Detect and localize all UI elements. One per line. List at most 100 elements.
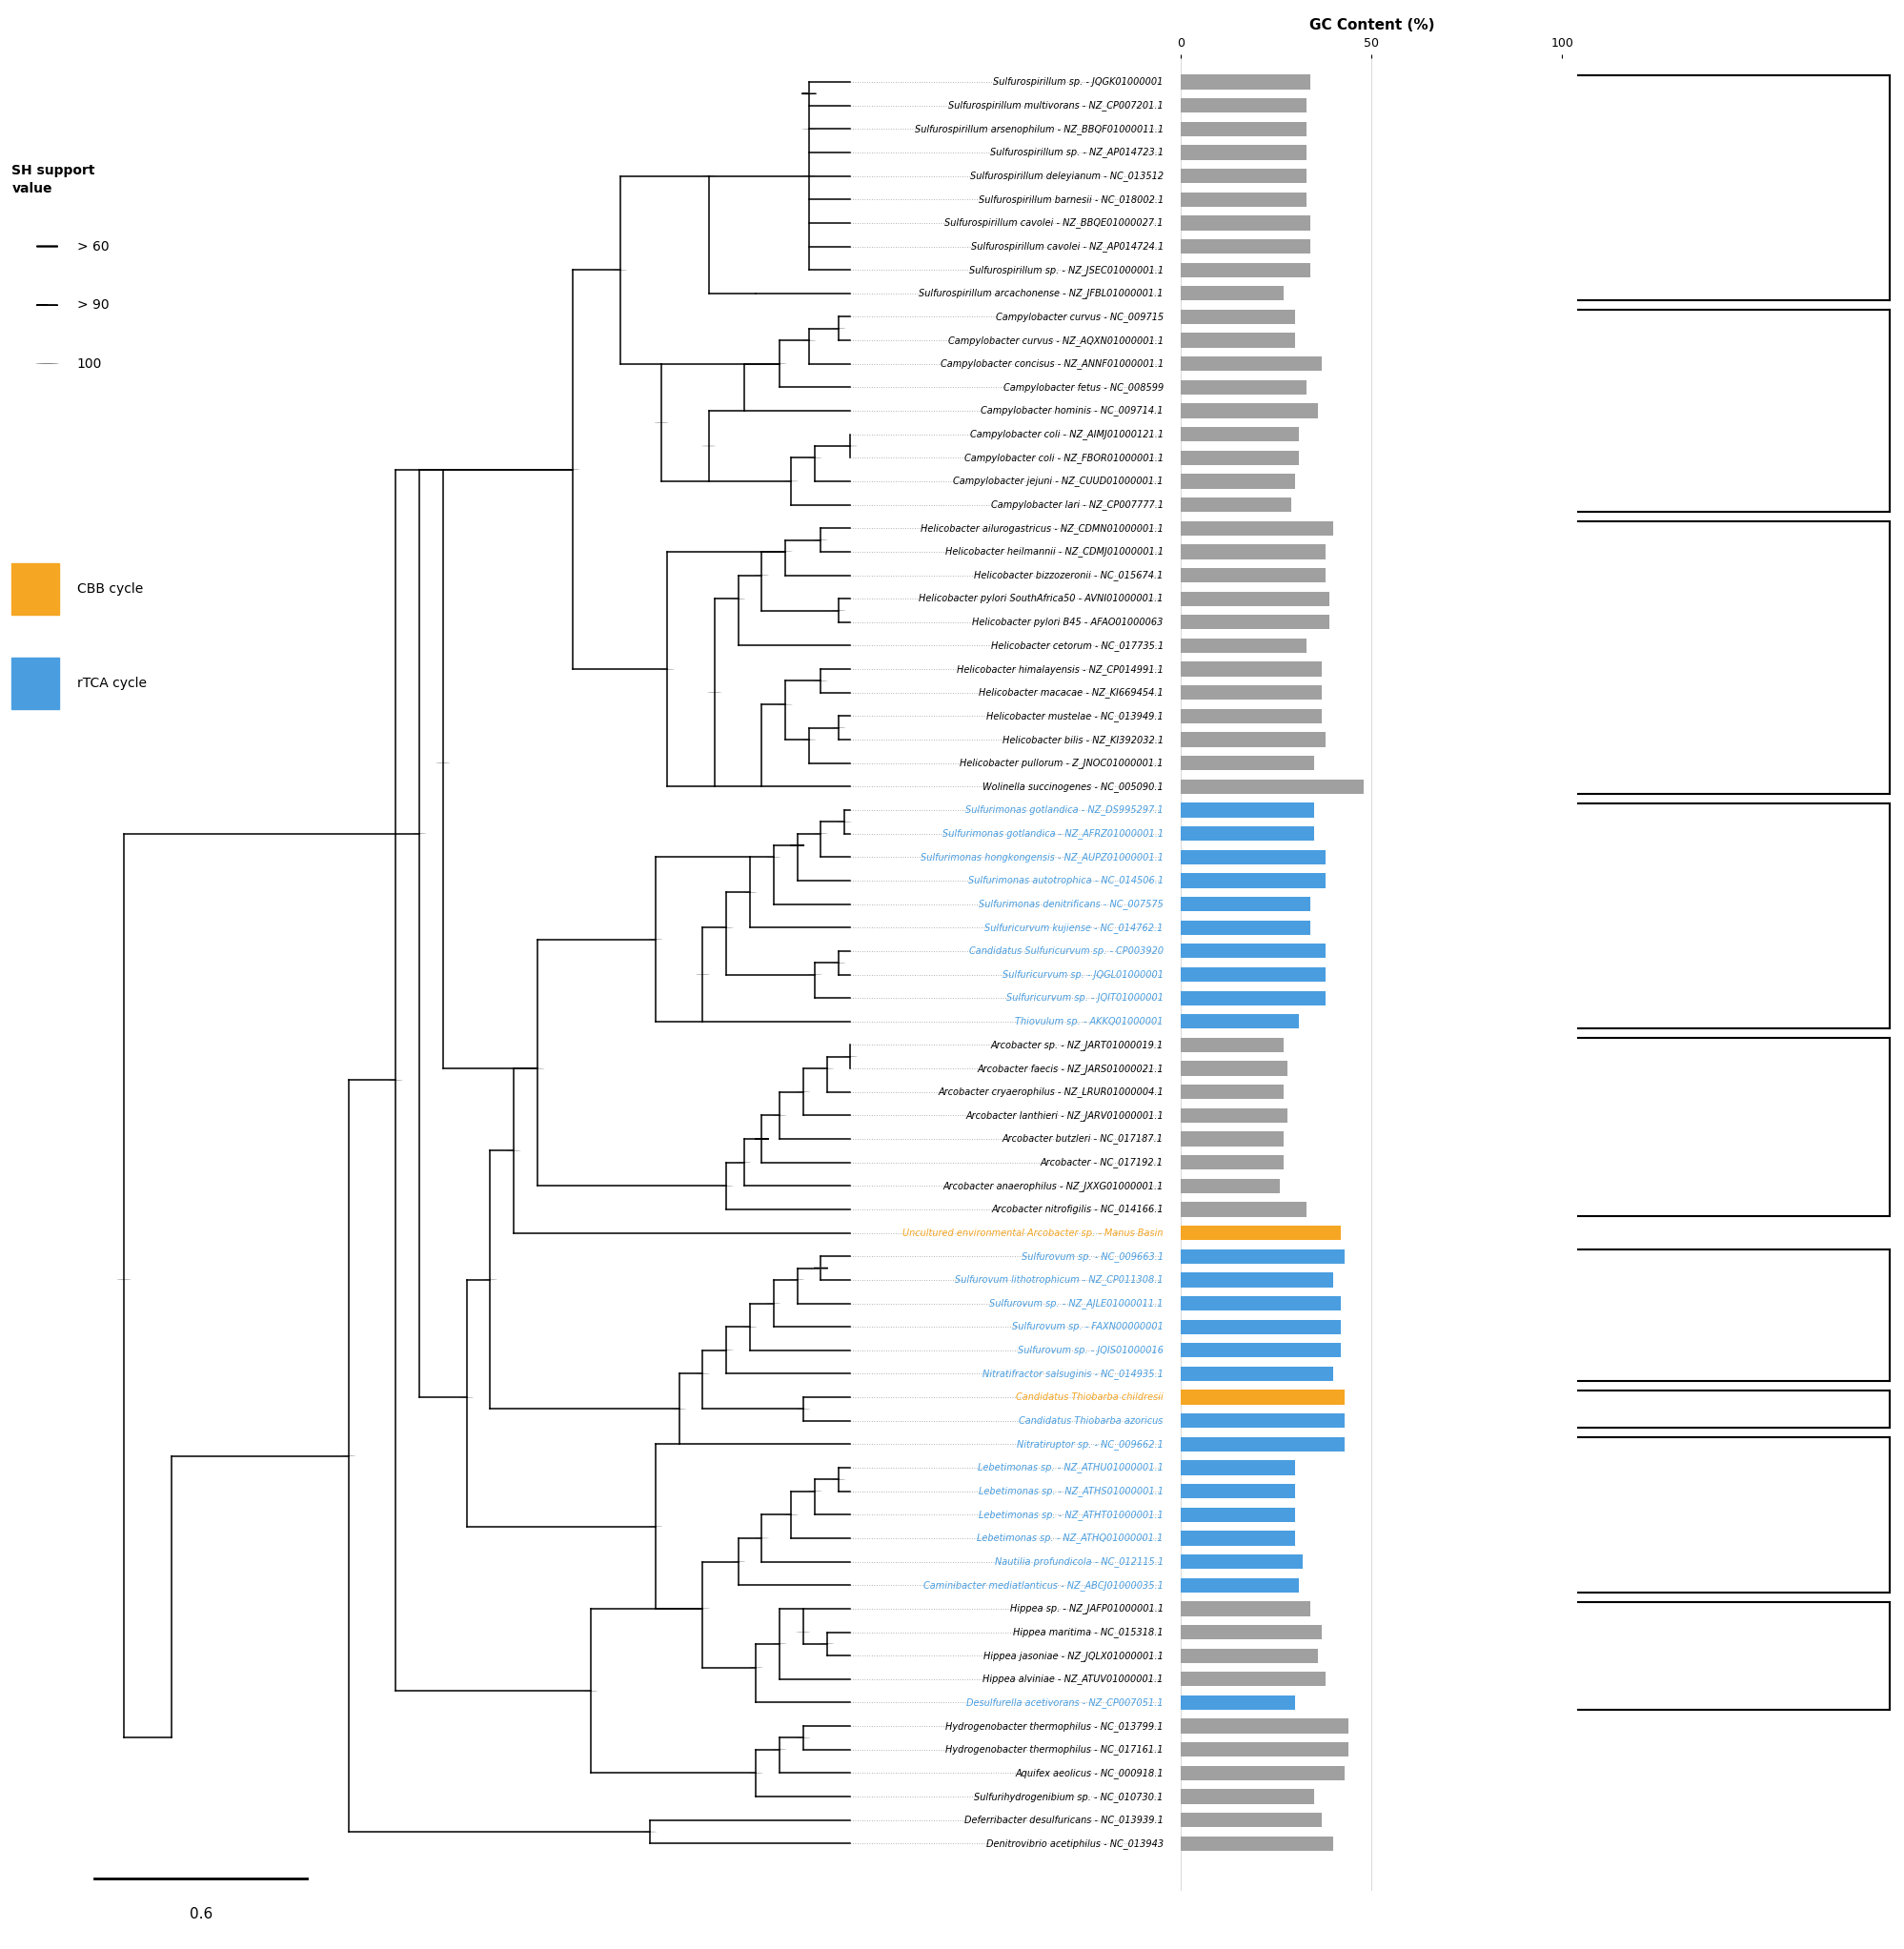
Bar: [1180, 591, 1329, 606]
Text: Candidatus Thiobarba childresii: Candidatus Thiobarba childresii: [1015, 1392, 1163, 1401]
Bar: [1180, 709, 1321, 723]
Bar: [1180, 97, 1306, 113]
Bar: [1180, 1483, 1295, 1499]
Bar: [1180, 1507, 1295, 1522]
Bar: [1180, 1086, 1283, 1099]
Bar: [1180, 850, 1325, 863]
Bar: [1180, 1555, 1302, 1569]
Text: Sulfurovum sp. - JQIS01000016: Sulfurovum sp. - JQIS01000016: [1017, 1345, 1163, 1355]
Bar: [1180, 733, 1325, 746]
Bar: [1180, 780, 1363, 793]
Bar: [1180, 1390, 1344, 1405]
Text: Nitratiruptor sp. - NC_009662.1: Nitratiruptor sp. - NC_009662.1: [1017, 1438, 1163, 1450]
Text: Sulfurihydrogenibium sp. - NC_010730.1: Sulfurihydrogenibium sp. - NC_010730.1: [973, 1791, 1163, 1801]
Text: Candidatus Thiobarba azoricus: Candidatus Thiobarba azoricus: [1019, 1417, 1163, 1425]
Bar: [1180, 614, 1329, 630]
Text: 100: 100: [76, 357, 101, 370]
Bar: [1180, 1460, 1295, 1475]
Text: Sulfurovum sp. - NC_009663.1: Sulfurovum sp. - NC_009663.1: [1021, 1251, 1163, 1261]
Bar: [1180, 1742, 1348, 1756]
Bar: [1180, 1719, 1348, 1733]
Bar: [1180, 310, 1295, 324]
Text: Caminibacter mediatlanticus - NZ_ABCJ01000035.1: Caminibacter mediatlanticus - NZ_ABCJ010…: [923, 1581, 1163, 1590]
Bar: [1180, 263, 1310, 277]
Bar: [1180, 1579, 1299, 1592]
Text: Helicobacter cetorum - NC_017735.1: Helicobacter cetorum - NC_017735.1: [990, 641, 1163, 651]
Bar: [1180, 287, 1283, 300]
Bar: [1180, 1436, 1344, 1452]
Bar: [1180, 193, 1306, 207]
Text: Hippea maritima - NC_015318.1: Hippea maritima - NC_015318.1: [1013, 1627, 1163, 1637]
Bar: [1180, 380, 1306, 394]
Bar: [1180, 1366, 1333, 1382]
Bar: [1180, 1156, 1283, 1169]
Text: 0.6: 0.6: [188, 1906, 211, 1922]
Text: > 90: > 90: [76, 298, 109, 312]
Text: Arcobacter anaerophilus - NZ_JXXG01000001.1: Arcobacter anaerophilus - NZ_JXXG0100000…: [942, 1181, 1163, 1191]
Text: Denitrovibrio acetiphilus - NC_013943: Denitrovibrio acetiphilus - NC_013943: [986, 1838, 1163, 1850]
Bar: [1180, 544, 1325, 559]
Bar: [1180, 1625, 1321, 1639]
Bar: [1180, 1109, 1287, 1123]
Text: Sulfurospirillum deleyianum - NC_013512: Sulfurospirillum deleyianum - NC_013512: [969, 172, 1163, 181]
Bar: [1180, 216, 1310, 230]
Bar: [1180, 1060, 1287, 1076]
Bar: [1180, 567, 1325, 583]
Text: rTCA cycle: rTCA cycle: [76, 676, 147, 690]
Text: Sulfurospirillum cavolei - NZ_BBQE01000027.1: Sulfurospirillum cavolei - NZ_BBQE010000…: [944, 218, 1163, 228]
Bar: [1180, 873, 1325, 889]
Bar: [1180, 1696, 1295, 1709]
Text: Hydrogenobacter thermophilus - NC_013799.1: Hydrogenobacter thermophilus - NC_013799…: [944, 1721, 1163, 1731]
Text: Uncultured environmental Arcobacter sp. - Manus Basin: Uncultured environmental Arcobacter sp. …: [902, 1228, 1163, 1238]
Bar: [1180, 1649, 1318, 1662]
Bar: [1180, 1813, 1321, 1828]
Text: Sulfurospirillum cavolei - NZ_AP014724.1: Sulfurospirillum cavolei - NZ_AP014724.1: [971, 242, 1163, 251]
Bar: [1180, 474, 1295, 489]
Bar: [1180, 990, 1325, 1006]
Text: Nitratifractor salsuginis - NC_014935.1: Nitratifractor salsuginis - NC_014935.1: [982, 1368, 1163, 1380]
Text: Sulfurospirillum sp. - NZ_JSEC01000001.1: Sulfurospirillum sp. - NZ_JSEC01000001.1: [969, 265, 1163, 275]
Bar: [1180, 1179, 1279, 1193]
Bar: [1180, 450, 1299, 466]
Text: Sulfurimonas gotlandica - NZ_AFRZ01000001.1: Sulfurimonas gotlandica - NZ_AFRZ0100000…: [942, 828, 1163, 838]
Bar: [11, 563, 59, 616]
Text: Campylobacter lari - NZ_CP007777.1: Campylobacter lari - NZ_CP007777.1: [990, 499, 1163, 511]
Text: Sulfurovum lithotrophicum - NZ_CP011308.1: Sulfurovum lithotrophicum - NZ_CP011308.…: [954, 1275, 1163, 1284]
Bar: [1180, 803, 1314, 817]
Text: Sulfurimonas autotrophica - NC_014506.1: Sulfurimonas autotrophica - NC_014506.1: [967, 875, 1163, 885]
Text: Hippea jasoniae - NZ_JQLX01000001.1: Hippea jasoniae - NZ_JQLX01000001.1: [982, 1651, 1163, 1661]
Text: Hippea alviniae - NZ_ATUV01000001.1: Hippea alviniae - NZ_ATUV01000001.1: [982, 1674, 1163, 1684]
Text: Lebetimonas sp. - NZ_ATHS01000001.1: Lebetimonas sp. - NZ_ATHS01000001.1: [979, 1485, 1163, 1497]
Text: Arcobacter cryaerophilus - NZ_LRUR01000004.1: Arcobacter cryaerophilus - NZ_LRUR010000…: [937, 1088, 1163, 1097]
Text: Hydrogenobacter thermophilus - NC_017161.1: Hydrogenobacter thermophilus - NC_017161…: [944, 1744, 1163, 1754]
Bar: [1180, 1789, 1314, 1805]
Text: Campylobacter concisus - NZ_ANNF01000001.1: Campylobacter concisus - NZ_ANNF01000001…: [941, 359, 1163, 368]
Text: Sulfurimonas denitrificans - NC_007575: Sulfurimonas denitrificans - NC_007575: [979, 898, 1163, 910]
Text: CBB cycle: CBB cycle: [76, 583, 143, 596]
Bar: [1180, 897, 1310, 912]
Text: Helicobacter pylori SouthAfrica50 - AVNI01000001.1: Helicobacter pylori SouthAfrica50 - AVNI…: [918, 594, 1163, 604]
Bar: [1180, 1530, 1295, 1546]
Text: Sulfurospirillum arsenophilum - NZ_BBQF01000011.1: Sulfurospirillum arsenophilum - NZ_BBQF0…: [914, 123, 1163, 134]
Text: Lebetimonas sp. - NZ_ATHQ01000001.1: Lebetimonas sp. - NZ_ATHQ01000001.1: [977, 1534, 1163, 1544]
Bar: [1180, 357, 1321, 370]
Text: Sulfurospirillum sp. - NZ_AP014723.1: Sulfurospirillum sp. - NZ_AP014723.1: [990, 148, 1163, 158]
Bar: [1180, 943, 1325, 959]
Bar: [1180, 1249, 1344, 1263]
Text: Helicobacter ailurogastricus - NZ_CDMN01000001.1: Helicobacter ailurogastricus - NZ_CDMN01…: [920, 522, 1163, 534]
Bar: [1180, 1413, 1344, 1429]
Text: Campylobacter fetus - NC_008599: Campylobacter fetus - NC_008599: [1003, 382, 1163, 392]
Text: Campylobacter curvus - NC_009715: Campylobacter curvus - NC_009715: [996, 312, 1163, 322]
Text: Campylobacter curvus - NZ_AQXN01000001.1: Campylobacter curvus - NZ_AQXN01000001.1: [948, 335, 1163, 345]
Text: Lebetimonas sp. - NZ_ATHU01000001.1: Lebetimonas sp. - NZ_ATHU01000001.1: [977, 1462, 1163, 1473]
Text: Sulfurovum sp. - FAXN00000001: Sulfurovum sp. - FAXN00000001: [1011, 1321, 1163, 1331]
Bar: [1180, 686, 1321, 700]
Bar: [1180, 826, 1314, 840]
Bar: [1180, 1319, 1340, 1335]
Bar: [1180, 240, 1310, 253]
Text: Arcobacter faecis - NZ_JARS01000021.1: Arcobacter faecis - NZ_JARS01000021.1: [977, 1064, 1163, 1074]
Text: Sulfurospirillum sp. - JQGK01000001: Sulfurospirillum sp. - JQGK01000001: [992, 78, 1163, 86]
Text: Candidatus Sulfuricurvum sp. - CP003920: Candidatus Sulfuricurvum sp. - CP003920: [969, 947, 1163, 955]
Bar: [1180, 170, 1306, 183]
Text: Helicobacter pylori B45 - AFAO01000063: Helicobacter pylori B45 - AFAO01000063: [971, 618, 1163, 628]
